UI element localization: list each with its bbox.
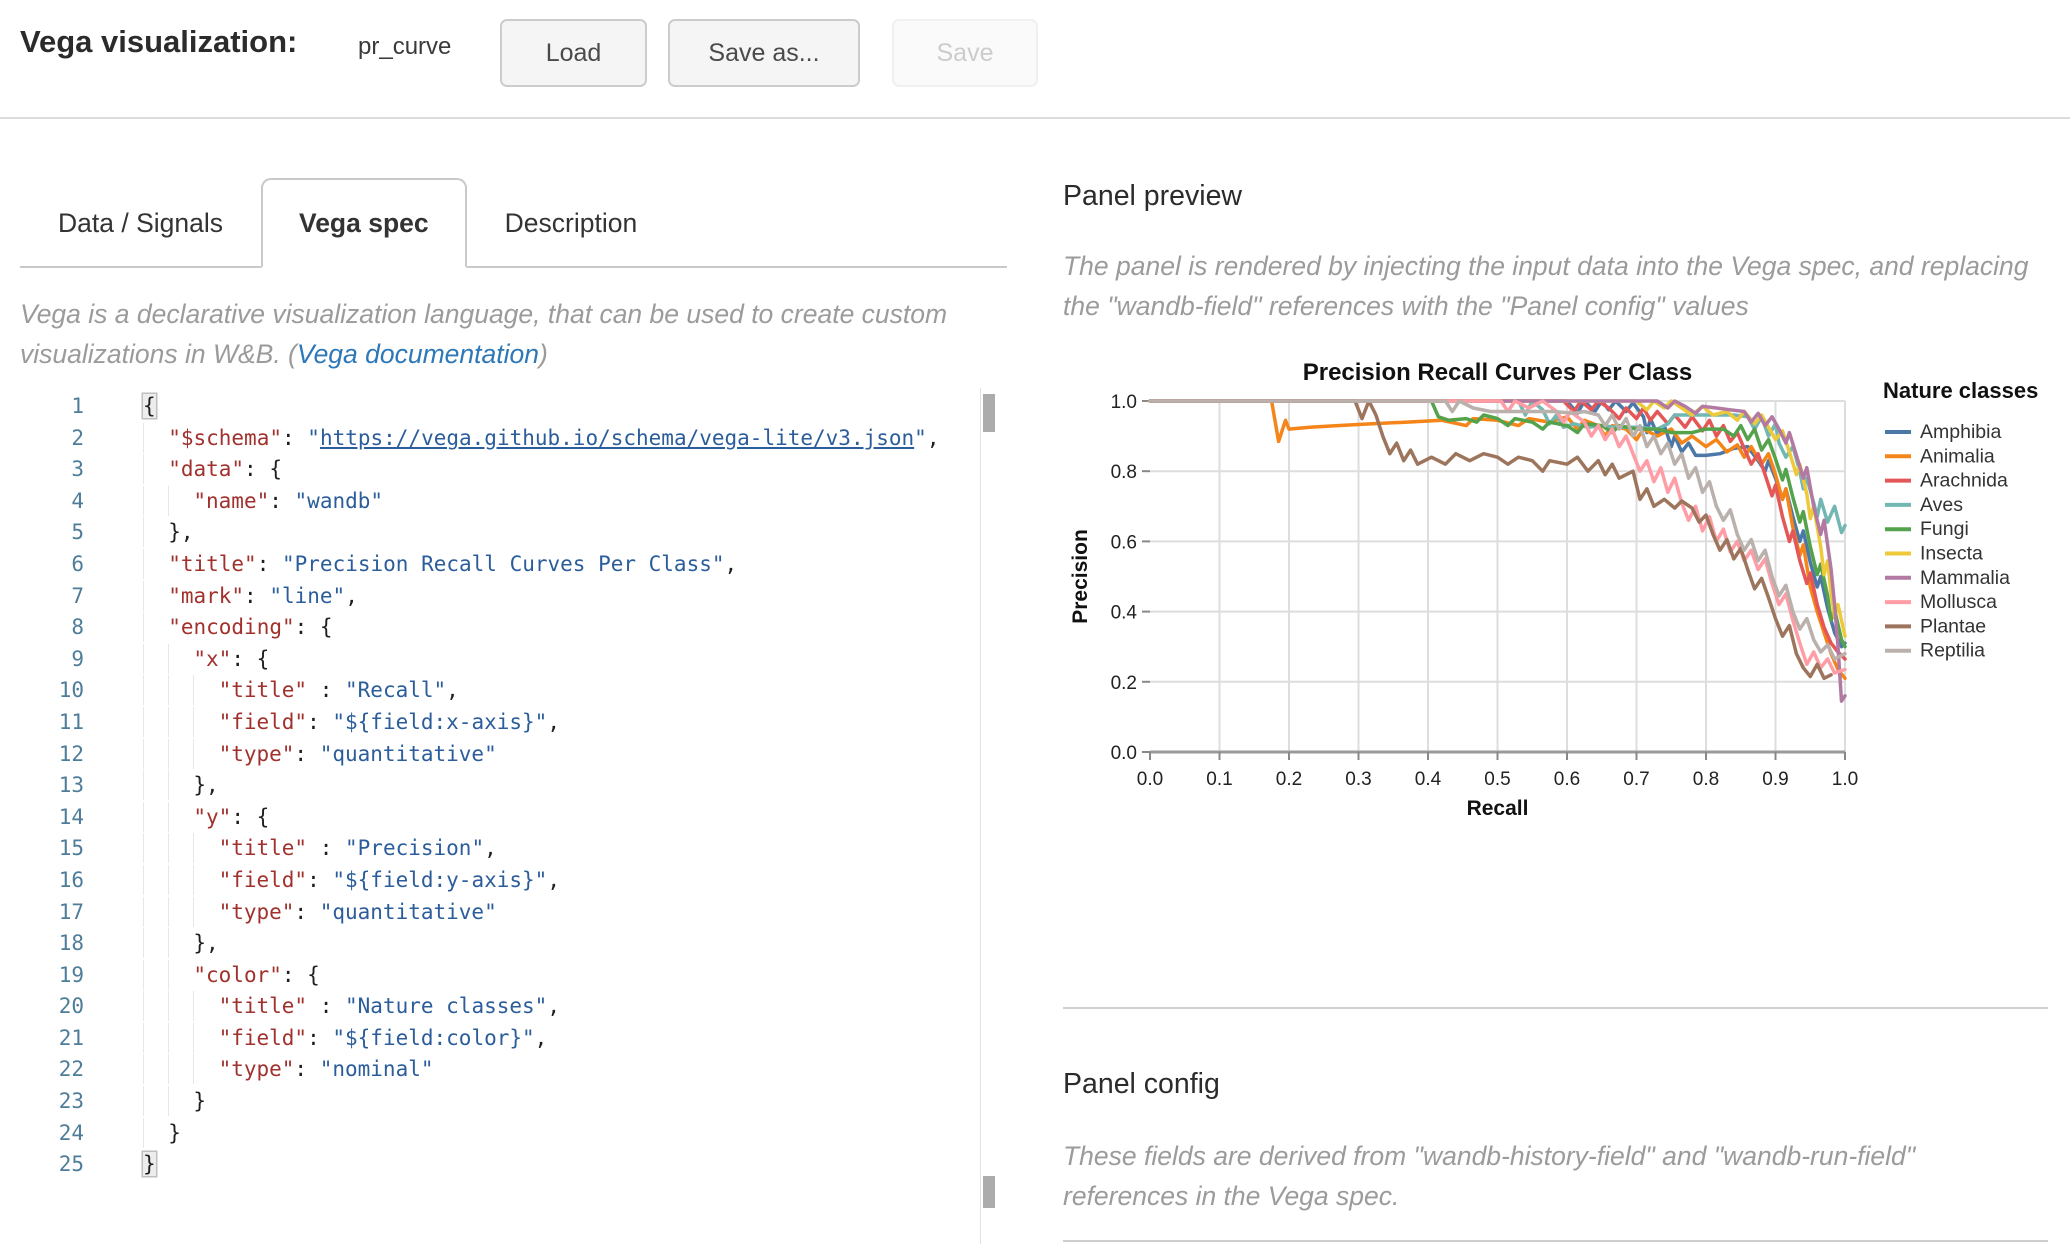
page-title: Vega visualization:	[20, 24, 298, 59]
svg-text:1.0: 1.0	[1832, 769, 1858, 790]
svg-text:Nature classes: Nature classes	[1883, 378, 2038, 403]
panel-preview-heading: Panel preview	[1063, 180, 1243, 212]
section-divider	[1063, 1007, 2048, 1009]
panel-config-description: These fields are derived from "wandb-his…	[1063, 1141, 1916, 1211]
editor-scrollbar-thumb-bottom[interactable]	[983, 1176, 995, 1208]
svg-text:Precision Recall Curves Per Cl: Precision Recall Curves Per Class	[1303, 359, 1693, 386]
svg-text:0.2: 0.2	[1276, 769, 1302, 790]
svg-text:Aves: Aves	[1920, 494, 1963, 516]
svg-text:0.0: 0.0	[1111, 743, 1137, 764]
svg-text:0.9: 0.9	[1762, 769, 1788, 790]
bottom-divider	[1063, 1240, 2048, 1242]
svg-text:0.8: 0.8	[1693, 769, 1719, 790]
svg-text:Fungi: Fungi	[1920, 518, 1969, 540]
header-divider	[0, 117, 2070, 119]
tab-vega-spec[interactable]: Vega spec	[260, 178, 467, 268]
code-editor[interactable]: 1 2 3 4 5 6 7 8 9 10 11 12 13 14 15 16 17 18 19 20 21 22 23 24 2…	[28, 388, 995, 1244]
tab-data-signals[interactable]: Data / Signals	[58, 207, 223, 238]
editor-scrollbar-track[interactable]	[980, 388, 995, 1244]
svg-text:0.1: 0.1	[1206, 769, 1232, 790]
svg-text:Amphibia: Amphibia	[1920, 421, 2001, 443]
editor-scrollbar-thumb[interactable]	[983, 394, 995, 432]
code-lines[interactable]: {"$schema": "https://vega.github.io/sche…	[143, 394, 940, 1177]
vega-intro-after: )	[539, 339, 548, 369]
svg-text:Animalia: Animalia	[1920, 445, 1995, 467]
svg-text:0.3: 0.3	[1345, 769, 1371, 790]
svg-text:1.0: 1.0	[1111, 392, 1137, 413]
code-gutter: 1 2 3 4 5 6 7 8 9 10 11 12 13 14 15 16 17 18 19 20 21 22 23 24 2…	[58, 394, 84, 1177]
svg-text:Reptilia: Reptilia	[1920, 640, 1985, 662]
panel-preview-description: The panel is rendered by injecting the i…	[1063, 251, 2029, 321]
tab-bar: Data / Signals Vega spec Description	[20, 178, 1007, 268]
vega-intro-before: Vega is a declarative visualization lang…	[20, 299, 948, 369]
svg-text:Precision: Precision	[1069, 529, 1092, 624]
svg-text:0.4: 0.4	[1415, 769, 1442, 790]
svg-text:Recall: Recall	[1467, 797, 1529, 820]
svg-text:Plantae: Plantae	[1920, 615, 1986, 637]
load-button[interactable]: Load	[500, 19, 647, 87]
svg-text:Arachnida: Arachnida	[1920, 470, 2008, 492]
svg-text:Mollusca: Mollusca	[1920, 591, 1997, 613]
pr-curve-chart: 0.0 0.1 0.2 0.3 0.4 0.5 0.6 0.7 0.8 0.9 1.0 0.0 0.2 0…	[1069, 359, 2038, 820]
svg-text:0.7: 0.7	[1623, 769, 1649, 790]
panel-config-heading: Panel config	[1063, 1068, 1220, 1100]
panel-name: pr_curve	[358, 33, 452, 60]
svg-text:0.2: 0.2	[1111, 673, 1137, 694]
save-button: Save	[892, 19, 1038, 87]
vega-schema-url-link[interactable]: https://vega.github.io/schema/vega-lite/…	[319, 425, 915, 450]
svg-text:0.0: 0.0	[1137, 769, 1163, 790]
svg-text:Insecta: Insecta	[1920, 543, 1983, 565]
svg-text:0.6: 0.6	[1554, 769, 1580, 790]
svg-text:Mammalia: Mammalia	[1920, 567, 2010, 589]
vega-documentation-link[interactable]: Vega documentation	[296, 339, 539, 369]
save-as-button[interactable]: Save as...	[668, 19, 860, 87]
svg-text:0.5: 0.5	[1484, 769, 1510, 790]
tab-description[interactable]: Description	[504, 207, 638, 238]
svg-text:0.6: 0.6	[1111, 532, 1137, 553]
svg-text:0.4: 0.4	[1111, 603, 1138, 624]
svg-text:0.8: 0.8	[1111, 462, 1137, 483]
vega-intro-text: Vega is a declarative visualization lang…	[20, 294, 980, 374]
